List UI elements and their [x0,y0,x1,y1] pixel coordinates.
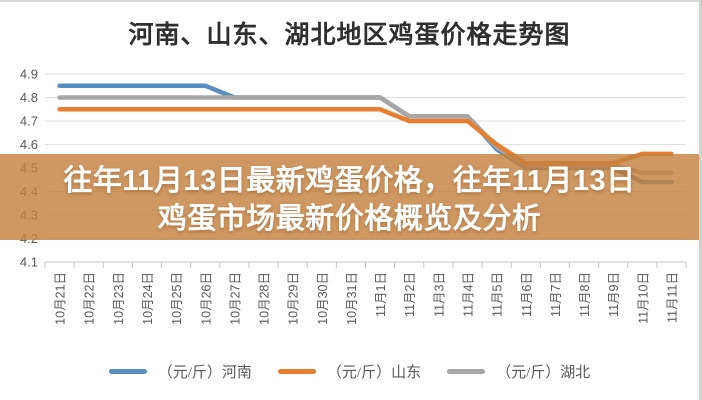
legend-swatch-icon [277,369,316,374]
x-axis-tick-label: 11月4日 [461,272,475,317]
x-axis-tick-label: 10月21日 [54,272,68,325]
x-axis-tick-label: 11月1日 [374,272,388,317]
y-axis-tick-label: 4.6 [20,137,38,152]
x-axis-tick-label: 10月30日 [316,272,330,325]
legend-swatch-icon [447,369,486,374]
legend-label: （元/斤）山东 [326,365,422,381]
x-axis-tick-label: 10月24日 [141,272,155,325]
y-axis-tick-label: 4.9 [20,67,38,82]
chart-title: 河南、山东、湖北地区鸡蛋价格走势图 [128,22,571,49]
x-axis-tick-label: 10月28日 [258,272,272,325]
legend-item: （元/斤）山东 [277,361,422,382]
x-axis-tick-label: 10月22日 [83,272,97,325]
x-axis-tick-label: 10月25日 [170,272,184,325]
x-axis-tick-label: 11月8日 [578,272,592,317]
headline-overlay-banner: 往年11月13日最新鸡蛋价格，往年11月13日 鸡蛋市场最新价格概览及分析 [0,154,699,240]
legend-label: （元/斤）湖北 [496,365,591,381]
y-axis-tick-label: 4.1 [20,255,38,270]
x-axis-tick-label: 10月26日 [199,272,213,325]
x-axis-tick-label: 11月6日 [520,272,534,317]
x-axis-tick-label: 11月9日 [607,272,621,317]
x-axis-tick-label: 10月31日 [345,272,359,325]
legend-item: （元/斤）湖北 [447,361,590,382]
legend-label: （元/斤）河南 [157,365,252,381]
headline-line-2: 鸡蛋市场最新价格概览及分析 [157,203,542,235]
legend-swatch-icon [108,369,147,374]
x-axis-tick-label: 10月23日 [112,272,126,325]
x-axis-tick-label: 11月10日 [636,272,650,324]
x-axis-tick-label: 11月3日 [432,272,446,317]
x-axis-tick-label: 11月2日 [403,272,417,317]
x-axis-tick-label: 11月5日 [491,272,505,317]
x-axis-tick-label: 10月27日 [228,272,242,325]
y-axis-tick-label: 4.7 [20,114,38,129]
x-axis-tick-label: 10月29日 [287,272,301,325]
x-axis-tick-label: 11月7日 [549,272,563,317]
chart-legend: （元/斤）河南 （元/斤）山东 （元/斤）湖北 [0,361,699,382]
legend-item: （元/斤）河南 [108,361,252,382]
headline-line-1: 往年11月13日最新鸡蛋价格，往年11月13日 [63,165,636,197]
y-axis-tick-label: 4.8 [20,90,38,105]
x-axis-tick-label: 11月11日 [665,272,679,323]
